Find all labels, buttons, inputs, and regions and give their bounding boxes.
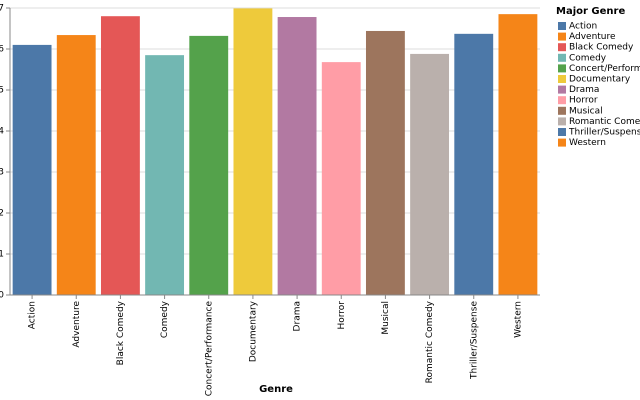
x-tick-label: Adventure (72, 301, 82, 348)
legend-swatch (558, 106, 566, 115)
legend-swatch (558, 64, 566, 73)
bar (233, 8, 273, 295)
bar (365, 30, 405, 296)
y-tick-label: 1 (0, 250, 4, 260)
legend-label: Documentary (569, 75, 631, 85)
x-axis-title: Genre (259, 384, 293, 395)
x-tick-label: Romantic Comedy (425, 300, 435, 383)
y-tick-label: 3 (0, 168, 4, 178)
legend-swatch (558, 96, 566, 105)
legend-swatch (558, 43, 566, 52)
legend-swatch (558, 117, 566, 126)
legend-label: Drama (569, 85, 599, 95)
y-tick-label: 0 (0, 291, 4, 301)
legend-label: Comedy (569, 53, 607, 63)
legend-swatch (558, 85, 566, 94)
x-tick-label: Western (513, 301, 523, 338)
bar (277, 17, 317, 296)
legend-swatch (558, 53, 566, 62)
legend-swatch (558, 138, 566, 147)
x-tick-label: Black Comedy (116, 300, 126, 365)
y-tick-label: 7 (0, 4, 4, 14)
legend-label: Adventure (569, 32, 616, 42)
y-tick-label: 6 (0, 45, 4, 55)
bar (56, 35, 96, 296)
legend-swatch (558, 75, 566, 83)
legend-label: Horror (569, 96, 598, 106)
x-tick-label: Thriller/Suspense (469, 301, 479, 380)
y-tick-label: 4 (0, 127, 4, 137)
x-tick-label: Musical (381, 301, 391, 335)
bar (321, 62, 361, 296)
legend-label: Western (569, 138, 606, 148)
y-tick-label: 2 (0, 209, 4, 219)
legend-swatch (558, 32, 566, 41)
legend-label: Black Comedy (569, 43, 634, 53)
bar (12, 44, 52, 296)
x-tick-label: Concert/Performance (204, 301, 214, 397)
legend-label: Concert/Performance (569, 64, 640, 74)
bar (189, 35, 229, 295)
legend-swatch (558, 128, 566, 136)
x-tick-label: Action (28, 301, 38, 329)
legend-label: Action (569, 22, 597, 32)
x-tick-label: Horror (337, 301, 347, 330)
bar (498, 14, 538, 296)
x-tick-label: Documentary (248, 300, 258, 362)
legend-swatch (558, 22, 566, 30)
x-tick-label: Drama (293, 301, 303, 331)
bar (454, 33, 494, 296)
bar (145, 55, 185, 296)
y-tick-label: 5 (0, 86, 4, 96)
legend-label: Thriller/Suspense (568, 128, 640, 138)
bar (410, 53, 450, 295)
x-tick-label: Comedy (160, 300, 170, 338)
legend-label: Musical (569, 106, 603, 116)
legend-label: Romantic Comedy (569, 117, 640, 127)
bar (100, 16, 140, 295)
legend-title: Major Genre (556, 6, 625, 17)
